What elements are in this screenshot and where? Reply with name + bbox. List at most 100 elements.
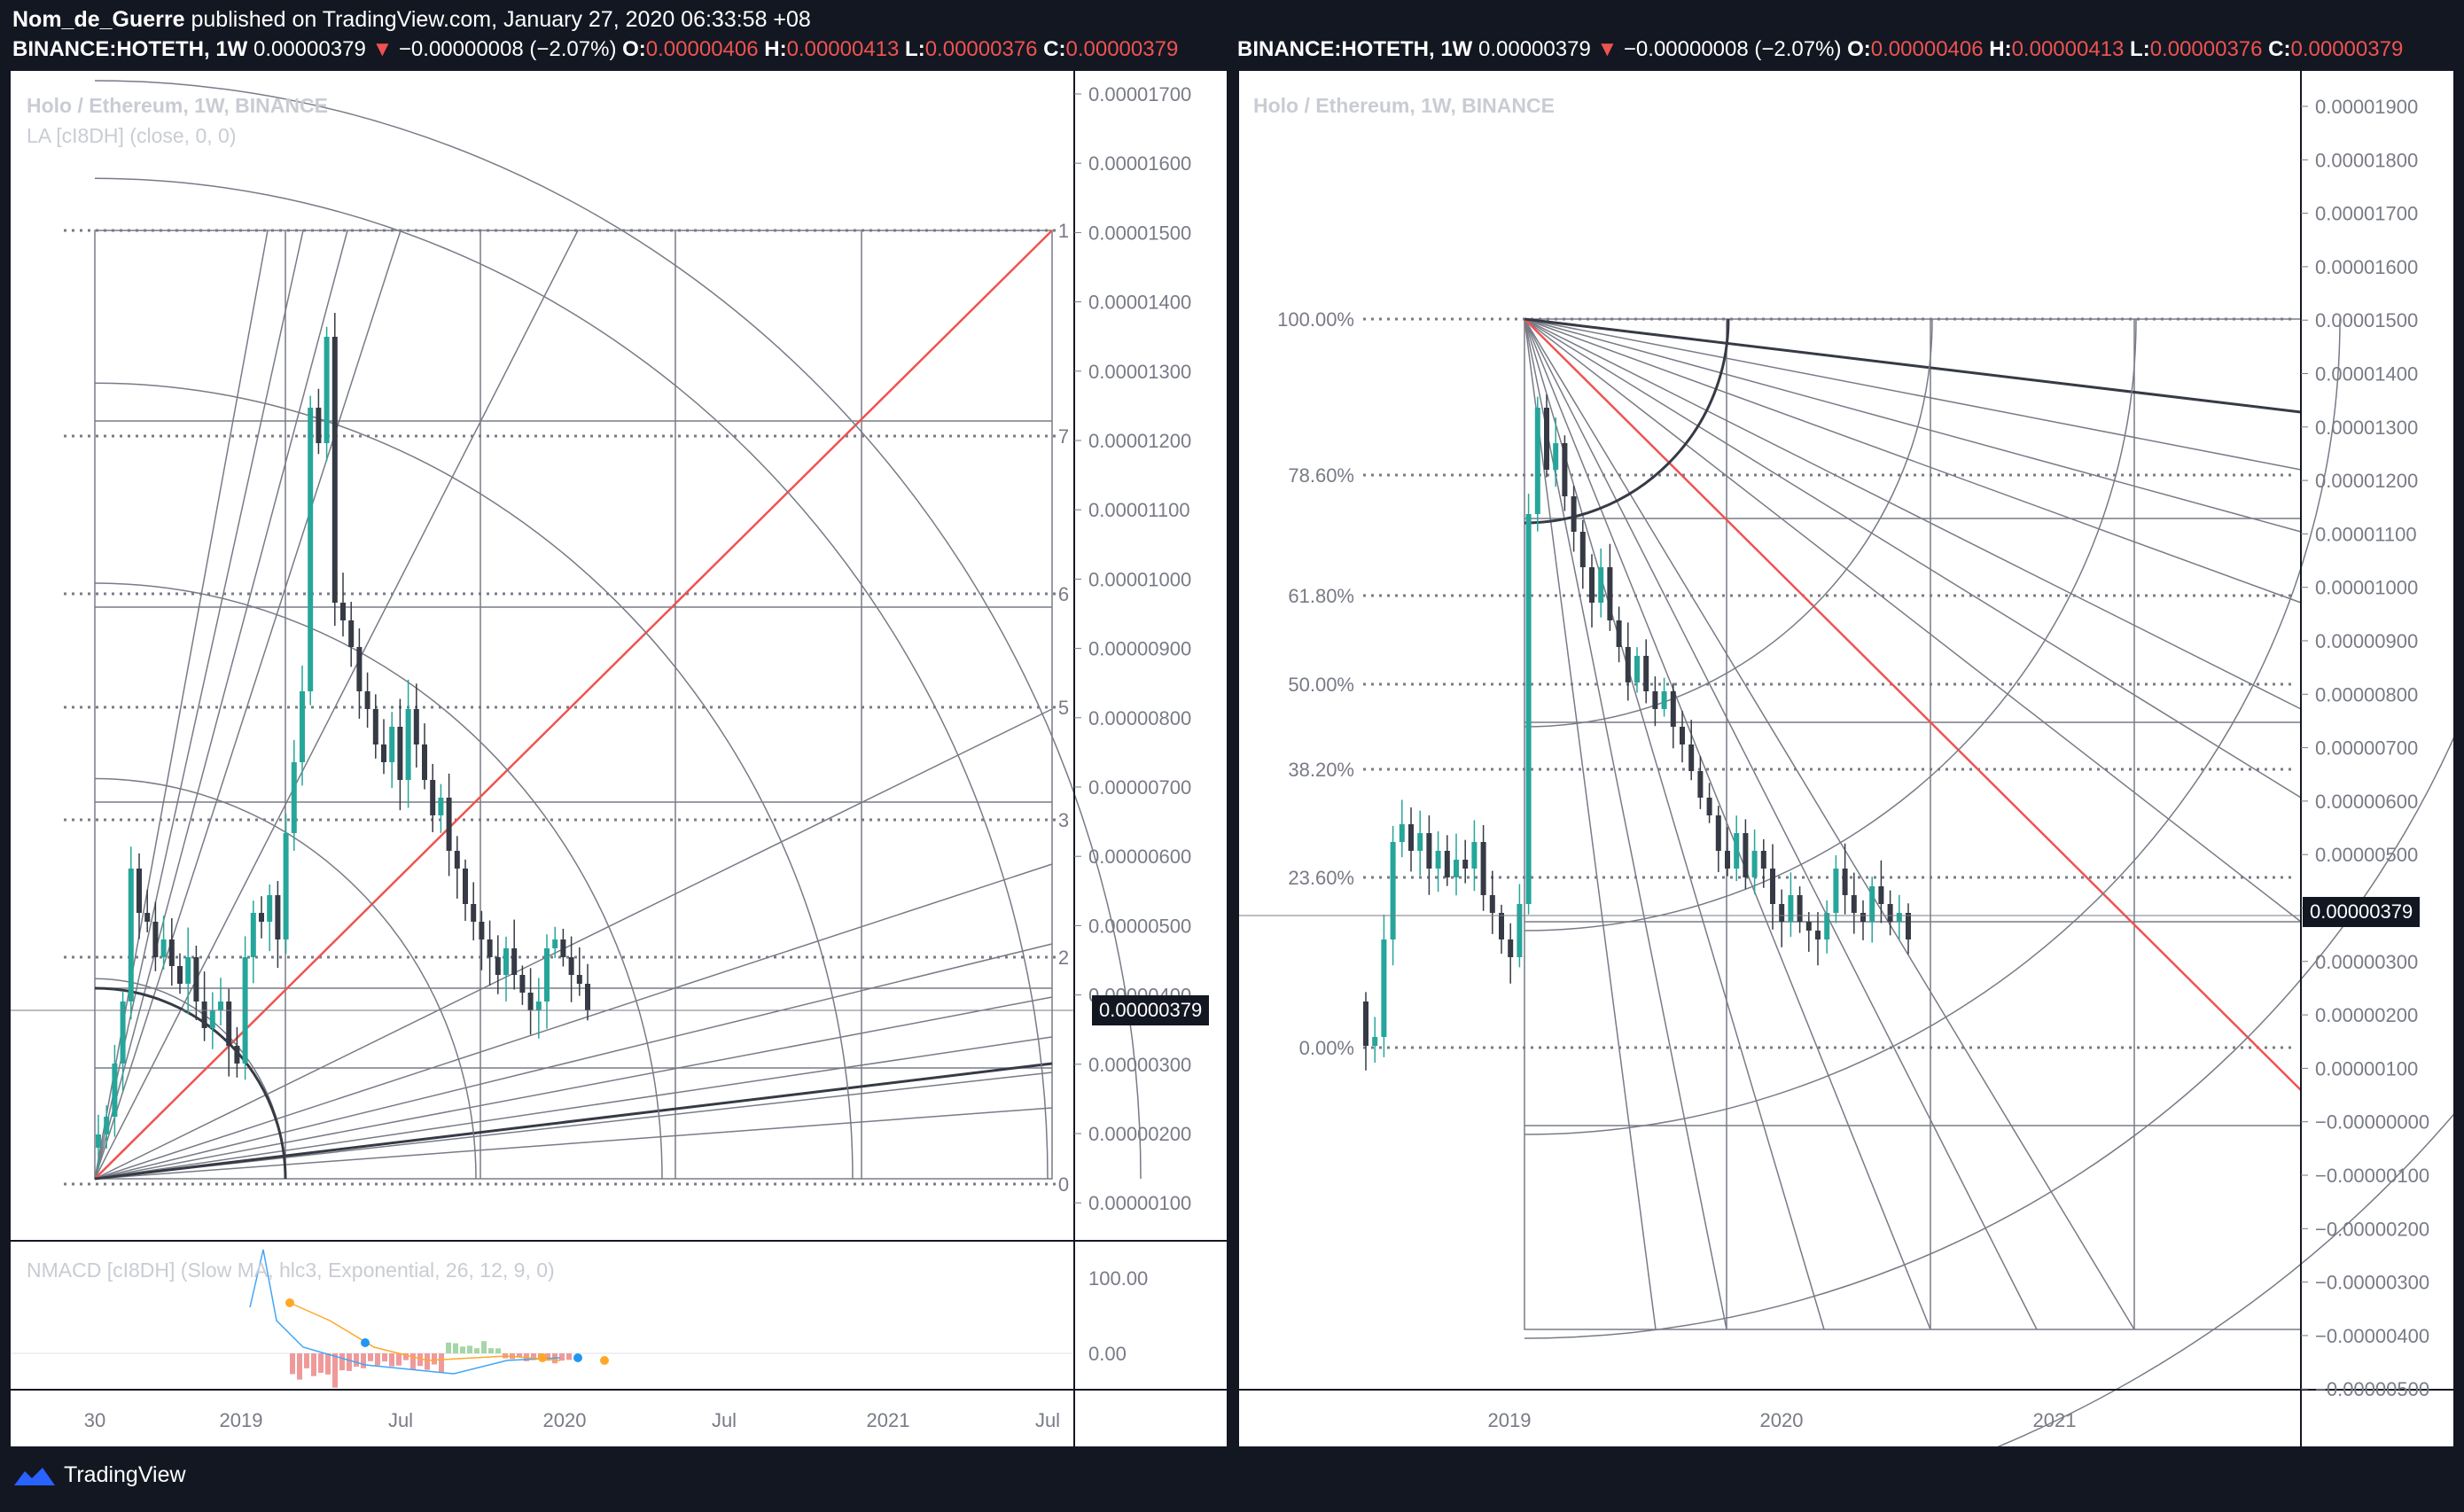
price-tick-label: 0.00001600: [2315, 256, 2418, 278]
price-tick-label: 0.00000500: [1088, 915, 1191, 937]
left-chart-panel[interactable]: 0.00001700 0.00001600 0.00001500 0.00001400…: [11, 71, 1227, 1446]
price-tick-label: −0.00000100: [2315, 1165, 2429, 1187]
gann-level-label: 2: [1058, 947, 1069, 969]
gann-fan-line: [94, 230, 402, 1180]
time-tick-label: 30: [84, 1409, 105, 1431]
high-label: H:: [1989, 37, 2012, 61]
price-tick-label: 0.00000100: [2315, 1057, 2418, 1079]
price-tick-label: 0.00001400: [2315, 363, 2418, 386]
tradingview-logo-icon: [14, 1467, 55, 1485]
price-tick-label: 0.00001300: [2315, 417, 2418, 439]
price-tick-label: 0.00001300: [1088, 361, 1191, 383]
candle-body: [438, 798, 444, 815]
left-chart-svg[interactable]: 0.00001700 0.00001600 0.00001500 0.00001400…: [11, 71, 1227, 1446]
gann-level-label: 0: [1058, 1173, 1069, 1196]
close-label: C:: [2268, 37, 2291, 61]
macd-bar: [495, 1348, 501, 1353]
gann-diagonal-red: [94, 230, 1053, 1180]
candle-body: [495, 957, 501, 975]
candle-body: [1589, 567, 1595, 603]
candle-body: [324, 337, 330, 443]
gann-arc: [94, 80, 1142, 1180]
candle-body: [1525, 514, 1532, 904]
price-tick-label: 0.00000200: [1088, 1123, 1191, 1145]
candle-body: [1444, 851, 1450, 877]
macd-bar: [347, 1353, 352, 1371]
candle-body: [479, 922, 485, 939]
macd-bar: [368, 1353, 373, 1361]
ohlc-legend-right: BINANCE:HOTETH, 1W 0.00000379 ▼ −0.00000…: [1237, 37, 2403, 62]
time-tick-label: Jul: [712, 1409, 737, 1431]
candle-body: [177, 966, 183, 984]
candle-body: [209, 1010, 215, 1028]
candle-body: [356, 647, 363, 691]
gann-fan-line: [94, 708, 1053, 1180]
candle-body: [1363, 1002, 1368, 1046]
close-label: C:: [1043, 37, 1066, 61]
candle-body: [535, 1002, 542, 1010]
time-tick-label: 2019: [1488, 1409, 1532, 1431]
candle-body: [1508, 939, 1514, 957]
price-tick-label: 0.00001500: [1088, 222, 1191, 244]
candle-body: [1579, 532, 1586, 567]
macd-bar: [410, 1353, 416, 1370]
candle-body: [1725, 851, 1730, 869]
left-last-price-tag: 0.00000379: [1092, 995, 1210, 1025]
author-name[interactable]: Nom_de_Guerre: [12, 7, 185, 32]
candle-body: [381, 744, 386, 762]
candle-body: [316, 408, 322, 443]
candle-body: [1751, 851, 1758, 877]
gann-arc: [1997, 1113, 2453, 1446]
candle-body: [1670, 691, 1676, 727]
price-tick-label: 0.00001600: [1088, 152, 1191, 175]
footer-brand[interactable]: TradingView: [12, 1462, 186, 1488]
candle-body: [1480, 842, 1486, 895]
candle-body: [1842, 869, 1848, 895]
candle-body: [1680, 727, 1685, 744]
change: −0.00000008 (−2.07%): [398, 37, 617, 61]
candle-body: [96, 1134, 101, 1148]
fib-level-label: 38.20%: [1288, 759, 1354, 781]
price-tick-label: −0.00000500: [2315, 1378, 2429, 1400]
price-tick-label: 0.00001000: [1088, 568, 1191, 590]
candle-body: [1454, 860, 1459, 877]
macd-bar: [361, 1353, 366, 1368]
candle-body: [1553, 443, 1559, 470]
candle-body: [1372, 1037, 1378, 1046]
macd-bar: [559, 1353, 565, 1361]
fib-level-label: 23.60%: [1288, 867, 1354, 889]
low-label: L:: [2130, 37, 2150, 61]
candle-body: [128, 869, 134, 1002]
gann-fan-line: [94, 1036, 1053, 1180]
price-tick-label: 0.00001900: [2315, 96, 2418, 118]
gann-arc: [1524, 318, 2137, 931]
gann-fan-line: [1524, 318, 2302, 799]
right-chart-svg[interactable]: 0.00001900 0.00001800 0.00001700 0.00001600…: [1239, 71, 2453, 1446]
gann-arc: [94, 177, 1049, 1180]
candle-body: [471, 904, 477, 922]
candle-body: [1462, 860, 1469, 869]
fib-level-label: 100.00%: [1277, 308, 1354, 331]
candle-body: [552, 939, 558, 948]
candle-body: [1805, 922, 1812, 931]
open-value: 0.00000406: [645, 37, 759, 61]
candle-body: [193, 957, 199, 1002]
price-tick-label: 0.00001400: [1088, 292, 1191, 314]
gann-fan-line: [1524, 318, 2302, 710]
gann-arc: [1524, 737, 2453, 1339]
right-chart-panel[interactable]: 0.00001900 0.00001800 0.00001700 0.00001600…: [1239, 71, 2453, 1446]
candle-body: [218, 1002, 223, 1010]
macd-bar: [339, 1353, 345, 1371]
gann-fan-line: [1524, 318, 2302, 533]
candle-body: [372, 709, 378, 744]
time-tick-label: 2021: [2033, 1409, 2077, 1431]
gann-fan-line: [94, 943, 1053, 1180]
price-tick-label: 0.00001800: [2315, 149, 2418, 171]
candle-body: [1715, 815, 1721, 851]
time-tick-label: 2019: [220, 1409, 263, 1431]
candle-body: [1534, 408, 1540, 514]
gann-arc: [94, 582, 663, 1180]
time-tick-label: 2020: [543, 1409, 587, 1431]
macd-bar: [432, 1353, 437, 1365]
signal-line: [289, 1302, 561, 1361]
